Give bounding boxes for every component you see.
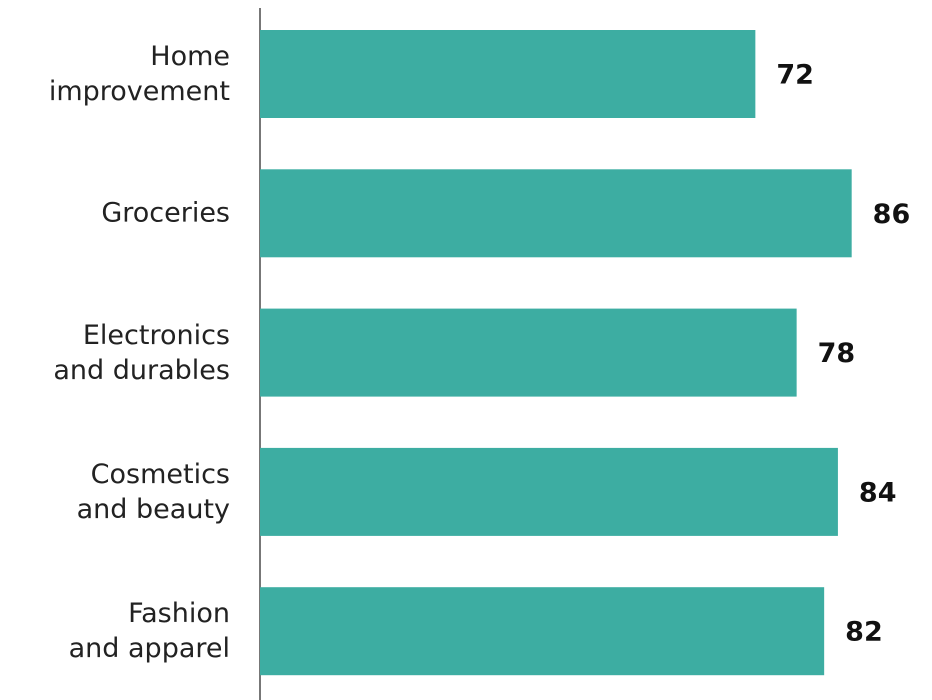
value-label: 84 — [859, 477, 897, 508]
bar — [260, 447, 838, 536]
category-label: Home improvement — [48, 41, 230, 107]
category-label: Fashion and apparel — [68, 598, 230, 665]
value-label: 78 — [818, 338, 856, 369]
bar — [260, 30, 756, 118]
value-label: 72 — [776, 60, 814, 91]
value-label: 86 — [873, 199, 911, 230]
value-label: 82 — [845, 617, 883, 648]
category-label: Cosmetics and beauty — [76, 458, 230, 525]
category-label: Groceries — [101, 197, 230, 229]
bar — [260, 169, 852, 258]
category-label: Electronics and durables — [53, 319, 230, 386]
bar — [260, 587, 825, 676]
bar — [260, 308, 797, 397]
